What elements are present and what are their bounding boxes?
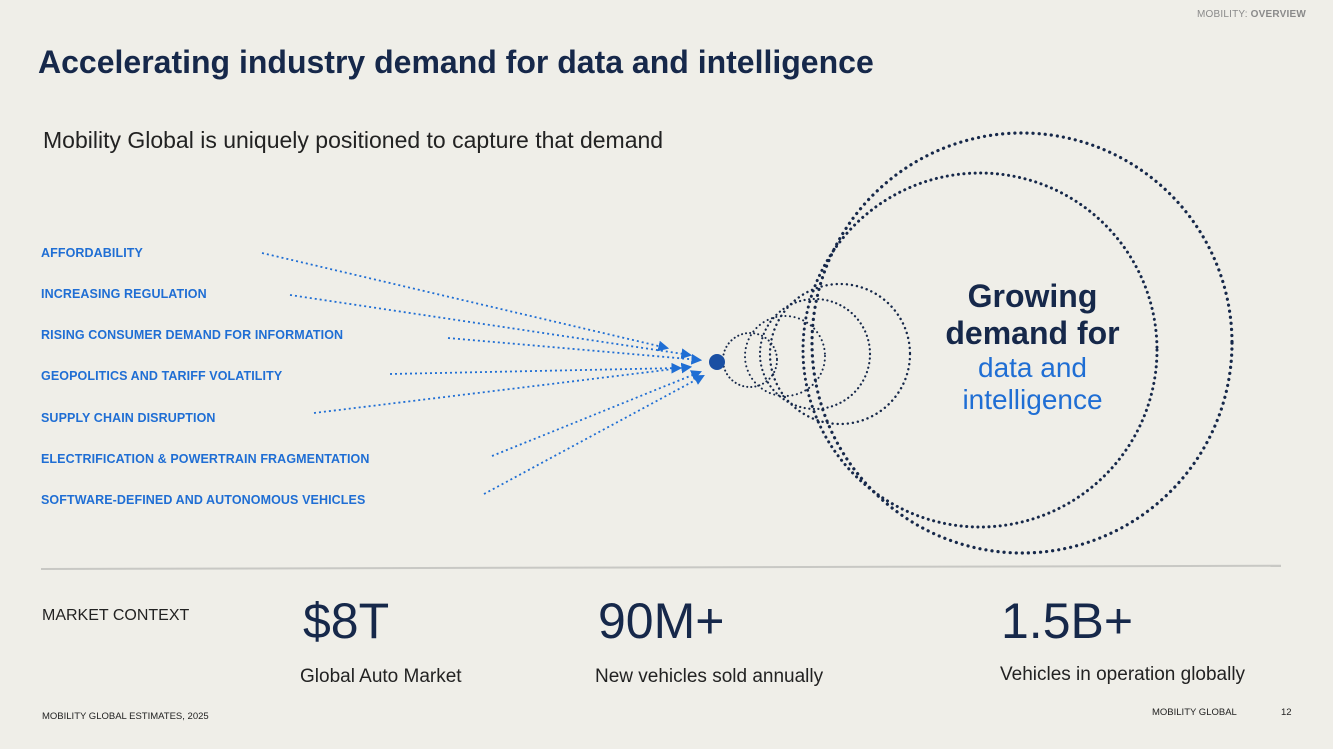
ripple-circle-4 bbox=[768, 282, 912, 426]
driver-geopolitics: GEOPOLITICS AND TARIFF VOLATILITY bbox=[41, 369, 283, 383]
section-prefix: MOBILITY: bbox=[1196, 9, 1251, 20]
driver-software-defined: SOFTWARE-DEFINED AND AUTONOMOUS VEHICLES bbox=[41, 493, 366, 507]
center-line-growing: Growing bbox=[967, 278, 1098, 314]
center-line-data-and: data and bbox=[978, 351, 1087, 383]
center-statement: Growing demand for data and intelligence bbox=[930, 278, 1135, 416]
ripple-circle-6 bbox=[810, 131, 1234, 555]
stat-label-vehicles-in-operation: Vehicles in operation globally bbox=[1000, 664, 1246, 685]
arrow-supply-chain bbox=[313, 362, 693, 414]
driver-supply-chain: SUPPLY CHAIN DISRUPTION bbox=[41, 411, 216, 425]
arrow-software-defined bbox=[483, 374, 705, 495]
section-tag: MOBILITY: OVERVIEW bbox=[1197, 9, 1306, 20]
driver-electrification: ELECTRIFICATION & POWERTRAIN FRAGMENTATI… bbox=[41, 452, 370, 466]
page-number: 12 bbox=[1281, 707, 1292, 718]
arrow-consumer-demand bbox=[447, 337, 703, 365]
ripple-circle-1 bbox=[722, 332, 778, 388]
ripple-circle-5 bbox=[801, 171, 1159, 529]
arrow-regulation bbox=[289, 294, 693, 360]
section-name: OVERVIEW bbox=[1250, 9, 1306, 20]
arrow-affordability bbox=[261, 252, 670, 352]
stat-value-auto-market: $8T bbox=[303, 593, 390, 649]
page-title: Accelerating industry demand for data an… bbox=[38, 44, 874, 80]
driver-increasing-regulation: INCREASING REGULATION bbox=[41, 287, 207, 301]
footer-brand: MOBILITY GLOBAL bbox=[1152, 707, 1237, 718]
market-context-label: MARKET CONTEXT bbox=[42, 607, 190, 624]
stat-value-new-vehicles: 90M+ bbox=[598, 593, 725, 649]
stat-value-vehicles-in-operation: 1.5B+ bbox=[1001, 593, 1134, 649]
ripple-circle-3 bbox=[758, 297, 872, 411]
source-note: MOBILITY GLOBAL ESTIMATES, 2025 bbox=[42, 711, 209, 722]
page-subtitle: Mobility Global is uniquely positioned t… bbox=[43, 127, 664, 153]
ripple-circle-2 bbox=[744, 315, 826, 397]
arrow-geopolitics bbox=[389, 362, 683, 375]
center-line-demand-for: demand for bbox=[945, 314, 1120, 351]
stat-label-auto-market: Global Auto Market bbox=[300, 666, 462, 687]
center-line-intelligence: intelligence bbox=[962, 383, 1103, 415]
stat-label-new-vehicles: New vehicles sold annually bbox=[595, 666, 824, 687]
arrows-group bbox=[261, 252, 705, 495]
arrow-electrification bbox=[491, 370, 703, 457]
focal-dot bbox=[709, 354, 725, 370]
driver-consumer-demand: RISING CONSUMER DEMAND FOR INFORMATION bbox=[41, 328, 344, 342]
driver-affordability: AFFORDABILITY bbox=[41, 246, 143, 260]
ripple-circles bbox=[722, 131, 1234, 555]
